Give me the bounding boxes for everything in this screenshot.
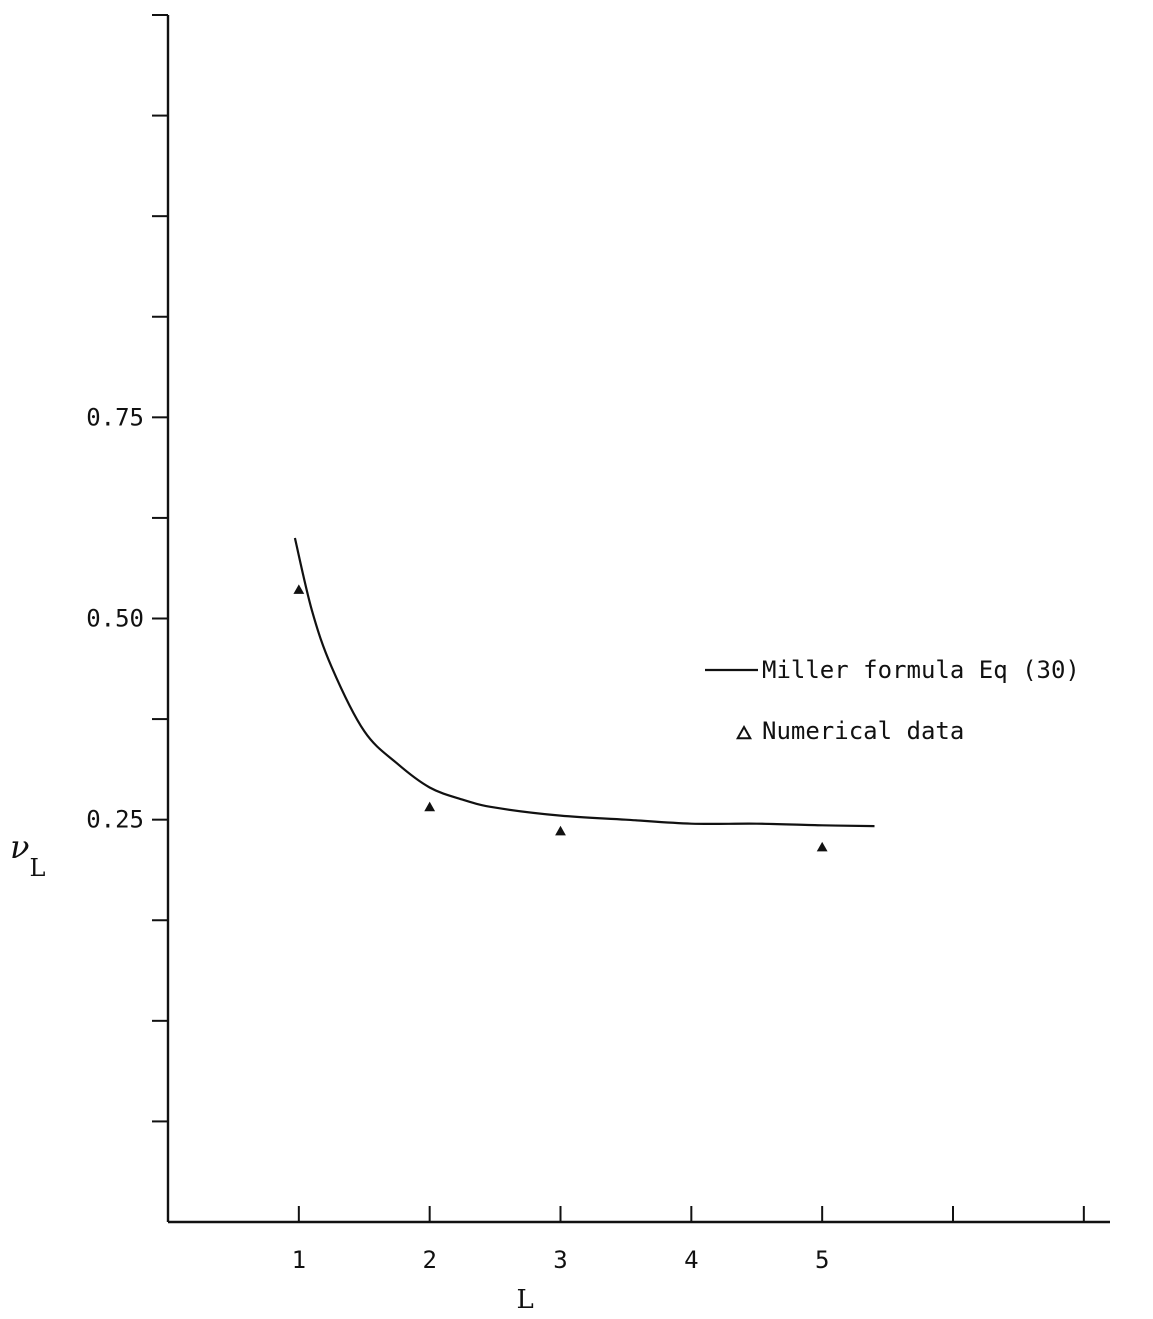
data-point-triangle (555, 825, 566, 836)
y-axis-title-symbol: ν (10, 828, 29, 866)
data-point-triangle (424, 801, 436, 812)
x-tick-label: 5 (815, 1246, 829, 1274)
x-tick-label: 1 (292, 1246, 306, 1274)
data-point-triangle (816, 841, 828, 852)
x-ticks: 1 2 3 4 5 (292, 1206, 1085, 1274)
legend-triangle-swatch (735, 724, 753, 740)
legend-label-miller: Miller formula Eq (30) (762, 656, 1080, 684)
legend: Miller formula Eq (30) Numerical data (705, 656, 1080, 745)
numerical-data-markers (293, 584, 828, 852)
y-axis-title-subscript: L (29, 854, 45, 882)
x-tick-label: 2 (422, 1246, 436, 1274)
x-axis-title: L (516, 1285, 533, 1315)
miller-formula-curve (293, 537, 875, 828)
y-tick-label: 0.50 (86, 605, 144, 633)
y-ticks: 0.25 0.50 0.75 (86, 14, 168, 1123)
x-tick-label: 3 (553, 1246, 567, 1274)
data-point-triangle (293, 584, 305, 594)
y-tick-label: 0.25 (86, 806, 144, 834)
legend-label-numerical: Numerical data (762, 717, 964, 745)
y-tick-label: 0.75 (86, 403, 144, 431)
y-axis-title: νL (10, 828, 45, 882)
x-tick-label: 4 (684, 1246, 698, 1274)
